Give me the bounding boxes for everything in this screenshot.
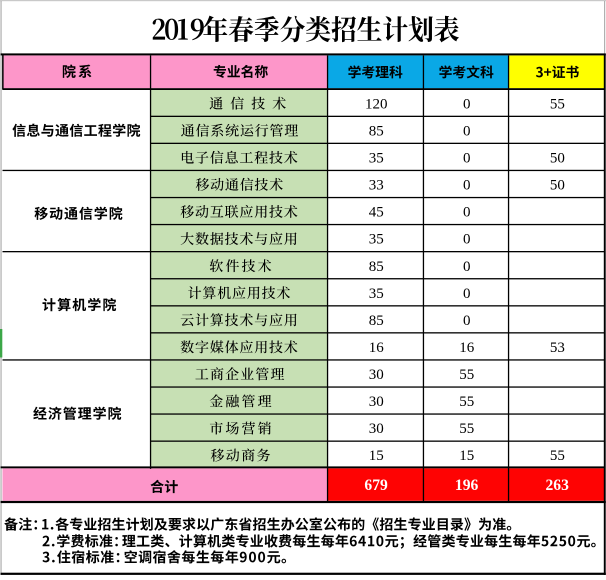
svg-text:0: 0 bbox=[463, 151, 471, 167]
svg-text:120: 120 bbox=[365, 96, 388, 112]
svg-text:0: 0 bbox=[463, 96, 471, 112]
svg-text:30: 30 bbox=[369, 394, 384, 410]
svg-text:30: 30 bbox=[369, 367, 384, 383]
svg-text:45: 45 bbox=[369, 205, 384, 221]
svg-text:55: 55 bbox=[550, 448, 565, 464]
svg-text:50: 50 bbox=[550, 178, 565, 194]
svg-text:15: 15 bbox=[459, 448, 474, 464]
svg-text:0: 0 bbox=[463, 178, 471, 194]
svg-text:0: 0 bbox=[463, 232, 471, 248]
svg-text:0: 0 bbox=[463, 205, 471, 221]
svg-text:55: 55 bbox=[459, 421, 474, 437]
svg-text:0: 0 bbox=[463, 259, 471, 275]
svg-text:0: 0 bbox=[463, 286, 471, 302]
svg-text:679: 679 bbox=[364, 477, 388, 494]
svg-text:55: 55 bbox=[459, 367, 474, 383]
svg-text:85: 85 bbox=[369, 313, 384, 329]
svg-text:0: 0 bbox=[463, 313, 471, 329]
svg-text:55: 55 bbox=[459, 394, 474, 410]
svg-text:35: 35 bbox=[369, 232, 384, 248]
svg-text:16: 16 bbox=[459, 340, 475, 356]
svg-text:85: 85 bbox=[369, 123, 384, 139]
svg-text:35: 35 bbox=[369, 151, 384, 167]
svg-text:33: 33 bbox=[369, 178, 384, 194]
svg-text:50: 50 bbox=[550, 151, 565, 167]
svg-text:196: 196 bbox=[455, 477, 479, 494]
svg-text:263: 263 bbox=[546, 477, 570, 494]
svg-text:53: 53 bbox=[550, 340, 565, 356]
svg-text:55: 55 bbox=[550, 96, 565, 112]
svg-text:30: 30 bbox=[369, 421, 384, 437]
svg-text:85: 85 bbox=[369, 259, 384, 275]
svg-text:16: 16 bbox=[369, 340, 385, 356]
svg-text:15: 15 bbox=[369, 448, 384, 464]
svg-text:35: 35 bbox=[369, 286, 384, 302]
svg-text:0: 0 bbox=[463, 123, 471, 139]
